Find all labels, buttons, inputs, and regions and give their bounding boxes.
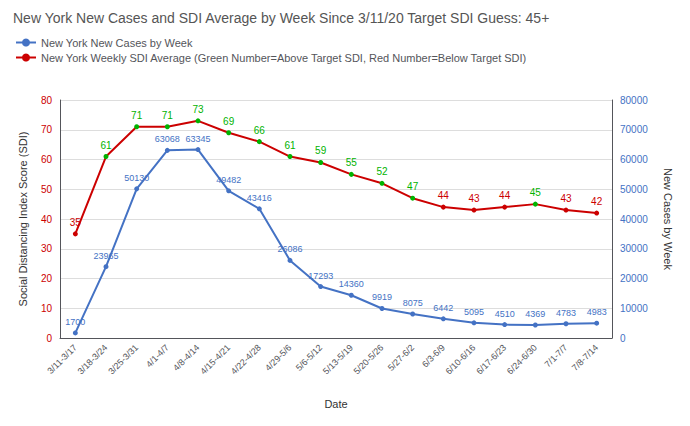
svg-text:60: 60 [41,154,53,165]
svg-text:20000: 20000 [620,273,648,284]
svg-text:17293: 17293 [308,271,333,281]
svg-text:43: 43 [560,193,572,204]
svg-text:5/6-5/12: 5/6-5/12 [294,342,324,372]
svg-text:10: 10 [41,303,53,314]
svg-text:61: 61 [284,140,296,151]
svg-text:52: 52 [376,166,388,177]
svg-text:1700: 1700 [65,317,85,327]
svg-text:4983: 4983 [587,307,607,317]
svg-text:4/22-4/28: 4/22-4/28 [229,342,263,376]
svg-text:55: 55 [346,157,358,168]
svg-text:50130: 50130 [124,173,149,183]
svg-text:60000: 60000 [620,154,648,165]
svg-text:80: 80 [41,95,53,106]
svg-text:3/11-3/17: 3/11-3/17 [45,342,78,375]
svg-text:10000: 10000 [620,303,648,314]
svg-text:80000: 80000 [620,95,648,106]
svg-text:4369: 4369 [525,309,545,319]
svg-text:4510: 4510 [495,309,515,319]
svg-text:26086: 26086 [277,244,302,254]
svg-text:30: 30 [41,243,53,254]
svg-text:7/1-7/7: 7/1-7/7 [543,342,570,369]
svg-text:14360: 14360 [339,279,364,289]
svg-text:45: 45 [530,187,542,198]
svg-text:0: 0 [46,333,52,344]
svg-text:New York New Cases and SDI Ave: New York New Cases and SDI Average by We… [13,10,549,26]
svg-text:50: 50 [41,184,53,195]
svg-text:6/17-6/23: 6/17-6/23 [474,342,508,376]
svg-text:40000: 40000 [620,214,648,225]
svg-text:5/27-6/2: 5/27-6/2 [386,342,416,372]
svg-text:47: 47 [407,181,419,192]
svg-text:8075: 8075 [403,298,423,308]
svg-text:63068: 63068 [155,134,180,144]
svg-text:30000: 30000 [620,243,648,254]
svg-text:6/3-6/9: 6/3-6/9 [420,342,447,369]
svg-text:63345: 63345 [185,134,210,144]
svg-text:23965: 23965 [93,251,118,261]
svg-text:73: 73 [192,104,204,115]
svg-text:43416: 43416 [247,193,272,203]
svg-text:New York Weekly SDI Average (G: New York Weekly SDI Average (Green Numbe… [41,52,526,64]
svg-text:6442: 6442 [433,303,453,313]
svg-text:5/20-5/26: 5/20-5/26 [352,342,386,376]
svg-text:61: 61 [100,140,112,151]
svg-text:4783: 4783 [556,308,576,318]
svg-text:9919: 9919 [372,292,392,302]
svg-text:66: 66 [254,125,266,136]
svg-text:71: 71 [162,110,174,121]
svg-text:70: 70 [41,124,53,135]
svg-text:35: 35 [70,217,82,228]
svg-text:Social Distancing Index Score: Social Distancing Index Score (SDI) [17,132,29,307]
svg-text:New York New Cases by Week: New York New Cases by Week [41,37,193,49]
svg-text:7/8-7/14: 7/8-7/14 [570,342,600,372]
svg-text:4/1-4/7: 4/1-4/7 [144,342,171,369]
svg-text:5/13-5/19: 5/13-5/19 [321,342,355,376]
svg-text:44: 44 [438,190,450,201]
svg-text:6/24-6/30: 6/24-6/30 [505,342,539,376]
svg-text:70000: 70000 [620,124,648,135]
svg-text:4/15-4/21: 4/15-4/21 [198,342,232,376]
svg-text:5095: 5095 [464,307,484,317]
svg-text:42: 42 [591,196,603,207]
svg-text:40: 40 [41,214,53,225]
svg-text:4/8-4/14: 4/8-4/14 [171,342,201,372]
svg-text:69: 69 [223,116,235,127]
svg-text:44: 44 [499,190,511,201]
svg-text:43: 43 [468,193,480,204]
svg-text:20: 20 [41,273,53,284]
svg-text:3/18-3/24: 3/18-3/24 [76,342,110,376]
svg-text:50000: 50000 [620,184,648,195]
svg-text:71: 71 [131,110,143,121]
svg-text:4/29-5/6: 4/29-5/6 [263,342,293,372]
svg-text:6/10-6/16: 6/10-6/16 [444,342,478,376]
svg-text:49482: 49482 [216,175,241,185]
svg-text:New Cases by Week: New Cases by Week [662,168,674,270]
svg-text:0: 0 [620,333,626,344]
svg-text:Date: Date [324,398,347,410]
svg-text:59: 59 [315,145,327,156]
svg-text:3/25-3/31: 3/25-3/31 [106,342,140,376]
